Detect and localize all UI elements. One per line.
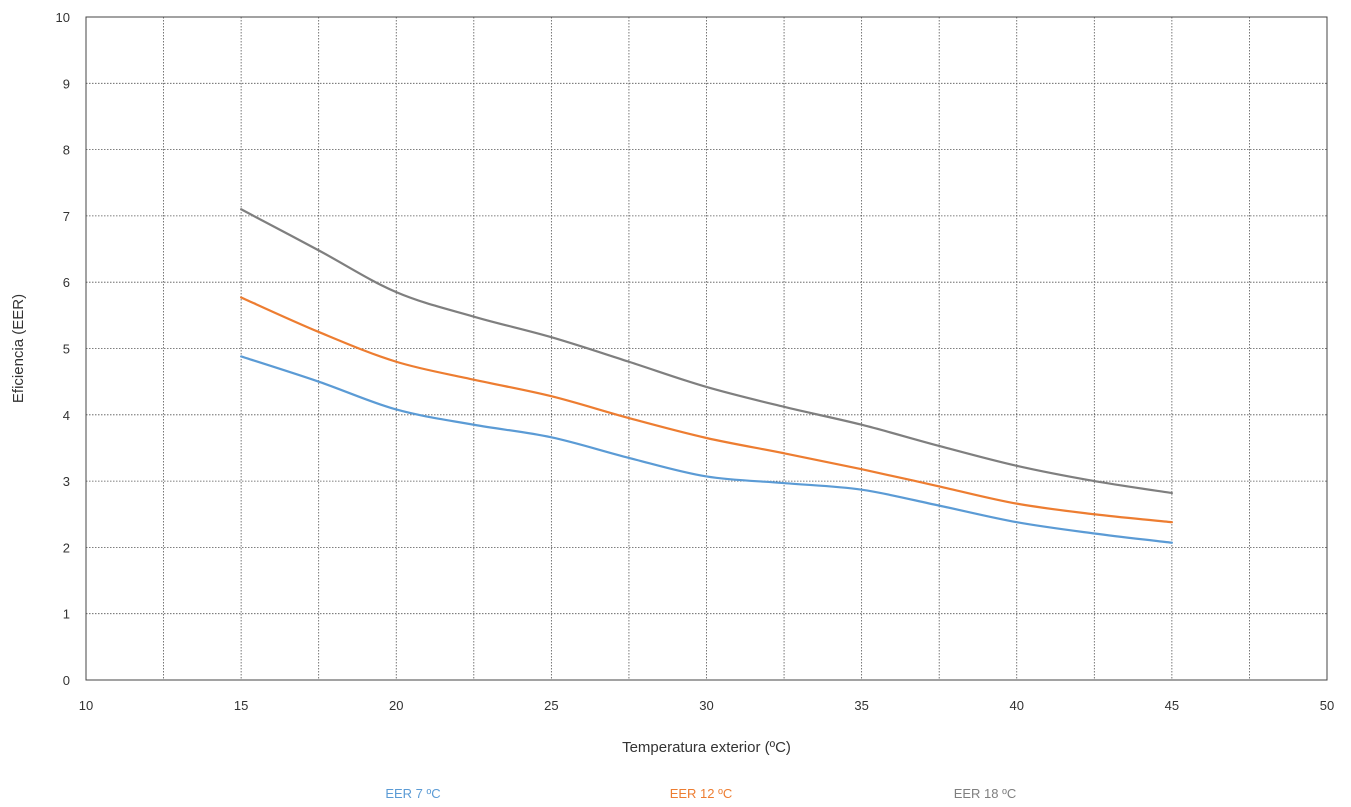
- x-tick-label: 45: [1165, 698, 1179, 713]
- x-tick-label: 50: [1320, 698, 1334, 713]
- legend-item-2: EER 12 ºC: [670, 786, 733, 801]
- series-line-1: [240, 355, 1173, 544]
- y-tick-label: 0: [63, 673, 70, 688]
- legend: EER 7 ºC EER 12 ºC EER 18 ºC: [385, 786, 1016, 801]
- x-axis-tick-labels: 10 15 20 25 30 35 40 45 50: [79, 698, 1334, 713]
- x-axis-title: Temperatura exterior (ºC): [622, 739, 791, 756]
- x-tick-label: 40: [1010, 698, 1024, 713]
- y-axis-tick-labels: 0 1 2 3 4 5 6 7 8 9 10: [56, 10, 70, 688]
- y-tick-label: 6: [63, 275, 70, 290]
- x-tick-label: 35: [854, 698, 868, 713]
- grid-lines: [86, 17, 1327, 680]
- y-tick-label: 2: [63, 540, 70, 555]
- y-tick-label: 7: [63, 209, 70, 224]
- y-tick-label: 5: [63, 342, 70, 357]
- y-tick-label: 3: [63, 474, 70, 489]
- y-tick-label: 4: [63, 408, 70, 423]
- y-tick-label: 1: [63, 607, 70, 622]
- plot-area-frame: [85, 16, 1328, 681]
- x-tick-label: 15: [234, 698, 248, 713]
- legend-item-1: EER 7 ºC: [385, 786, 440, 801]
- y-tick-label: 9: [63, 76, 70, 91]
- x-tick-label: 25: [544, 698, 558, 713]
- y-tick-label: 8: [63, 143, 70, 158]
- series-lines: [240, 208, 1173, 544]
- x-tick-label: 10: [79, 698, 93, 713]
- x-tick-label: 20: [389, 698, 403, 713]
- legend-item-3: EER 18 ºC: [954, 786, 1017, 801]
- series-line-3: [240, 208, 1173, 495]
- y-axis-title: Eficiencia (EER): [10, 294, 27, 403]
- x-tick-label: 30: [699, 698, 713, 713]
- series-line-2: [240, 296, 1173, 524]
- y-tick-label: 10: [56, 10, 70, 25]
